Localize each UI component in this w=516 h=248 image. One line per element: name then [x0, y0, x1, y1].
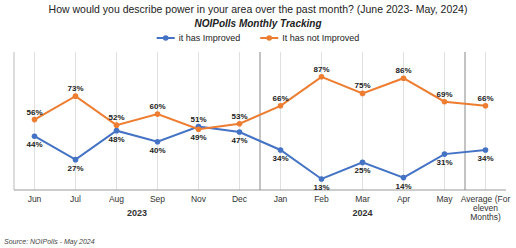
data-label: 73%	[67, 84, 83, 93]
series-point	[114, 128, 120, 134]
group-separator	[260, 52, 261, 190]
series-point	[360, 91, 366, 97]
data-label: 66%	[477, 94, 493, 103]
title: How would you describe power in your are…	[49, 3, 468, 15]
x-tick-label: Feb	[314, 194, 329, 204]
x-tick-label: Sep	[150, 194, 165, 204]
chart: How would you describe power in your are…	[0, 0, 516, 248]
legend-label: It has not Improved	[282, 33, 359, 43]
series-point	[155, 111, 161, 117]
series-point	[114, 122, 120, 128]
x-tick-label-line: Mar	[355, 194, 370, 204]
x-tick-label: Apr	[397, 194, 410, 204]
x-tick-label-line: Jul	[70, 194, 81, 204]
series-point	[360, 160, 366, 166]
series-point	[483, 147, 489, 153]
data-label: 49%	[190, 133, 206, 142]
data-label: 48%	[108, 135, 124, 144]
series-point	[319, 176, 325, 182]
x-tick-label: Jan	[274, 194, 288, 204]
subtitle: NOIPolls Monthly Tracking	[194, 18, 321, 29]
data-label: 31%	[436, 158, 452, 167]
series-point	[32, 117, 38, 123]
x-tick-label-line: Feb	[314, 194, 329, 204]
data-label: 13%	[313, 183, 329, 192]
x-tick-label-line: Aug	[109, 194, 124, 204]
data-label: 56%	[26, 108, 42, 117]
data-label: 34%	[272, 154, 288, 163]
x-tick-label: Jul	[70, 194, 81, 204]
series-point	[237, 121, 243, 127]
x-tick-label-line: Jan	[274, 194, 288, 204]
legend-marker	[266, 35, 272, 41]
data-label: 66%	[272, 94, 288, 103]
x-tick-label-line: Apr	[397, 194, 410, 204]
data-label: 87%	[313, 65, 329, 74]
x-tick-label: May	[436, 194, 453, 204]
series-point	[278, 103, 284, 109]
series-line	[35, 77, 486, 129]
year-label: 2023	[127, 208, 147, 218]
legend: it has Improved It has not Improved	[157, 33, 360, 43]
marks	[32, 74, 489, 182]
x-tick-label-line: Dec	[232, 194, 248, 204]
data-label: 51%	[190, 115, 206, 124]
series-point	[278, 147, 284, 153]
x-tick-label-line: Jun	[28, 194, 42, 204]
x-tick-label-line: Nov	[191, 194, 207, 204]
series-point	[401, 75, 407, 81]
x-tick-label: Dec	[232, 194, 248, 204]
legend-marker	[163, 35, 169, 41]
legend-label: it has Improved	[179, 33, 241, 43]
data-label: 75%	[354, 81, 370, 90]
data-label: 27%	[67, 164, 83, 173]
data-label: 44%	[26, 140, 42, 149]
series-point	[73, 157, 79, 163]
y-axis-line	[14, 52, 15, 190]
data-label: 14%	[395, 182, 411, 191]
grid-line	[444, 52, 445, 190]
year-label: 2024	[352, 208, 372, 218]
series-point	[196, 126, 202, 132]
series-point	[319, 74, 325, 80]
series-point	[442, 99, 448, 105]
x-tick-label: Aug	[109, 194, 124, 204]
series-point	[483, 103, 489, 109]
data-label: 53%	[231, 112, 247, 121]
series-point	[401, 175, 407, 181]
data-label: 60%	[149, 102, 165, 111]
data-label: 86%	[395, 66, 411, 75]
grid-line	[280, 52, 281, 190]
data-label: 34%	[477, 154, 493, 163]
series-point	[32, 133, 38, 139]
x-tick-label: Mar	[355, 194, 370, 204]
group-separator	[465, 52, 466, 190]
x-tick-label: Average (ForelevenMonths)	[461, 194, 511, 222]
data-label: 52%	[108, 113, 124, 122]
x-tick-label: Jun	[28, 194, 42, 204]
data-label: 47%	[231, 136, 247, 145]
data-label: 25%	[354, 166, 370, 175]
series-point	[155, 139, 161, 145]
x-tick-label-line: May	[436, 194, 453, 204]
grid-line	[485, 52, 486, 190]
data-label: 40%	[149, 146, 165, 155]
x-tick-label: Nov	[191, 194, 207, 204]
series-line	[35, 127, 486, 179]
series-point	[73, 93, 79, 99]
source: Source: NOIPolls - May 2024	[4, 238, 95, 246]
grid-line	[157, 52, 158, 190]
series-point	[237, 129, 243, 135]
data-label: 69%	[436, 90, 452, 99]
x-tick-label-line: Sep	[150, 194, 165, 204]
series-point	[442, 151, 448, 157]
x-tick-label-line: Months)	[470, 212, 501, 222]
